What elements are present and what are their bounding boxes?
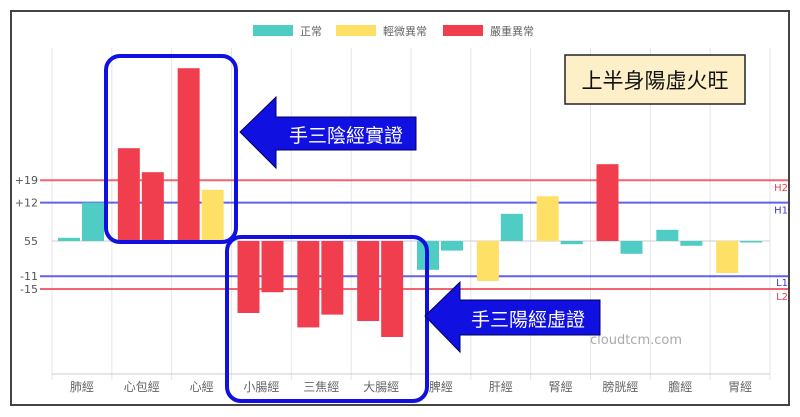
bar-三焦經-1 xyxy=(297,241,320,328)
bar-小腸經-1 xyxy=(237,241,260,313)
reference-label-l1: L1 xyxy=(776,278,788,289)
category-label: 肺經 xyxy=(70,380,94,394)
highlight-box-hand-yin xyxy=(104,54,238,244)
tick-+19: +19 xyxy=(15,174,38,187)
category-label: 肝經 xyxy=(489,380,513,394)
bar-膀胱經-1 xyxy=(596,164,619,241)
category-label: 心包經 xyxy=(124,380,160,394)
tick-baseline: 55 xyxy=(24,235,38,248)
bar-大腸經-1 xyxy=(357,241,380,321)
category-label: 心經 xyxy=(190,380,214,394)
bar-大腸經-2 xyxy=(381,241,404,337)
bar-心經-2 xyxy=(201,189,224,241)
reference-label-h1: H1 xyxy=(774,206,788,217)
bar-腎經-2 xyxy=(560,241,583,245)
category-label: 大腸經 xyxy=(363,380,399,394)
summary-text: 上半身陽虛火旺 xyxy=(582,69,729,93)
summary-box xyxy=(564,54,746,105)
category-label: 脾經 xyxy=(429,379,453,394)
arrow-top-label: 手三陰經實證 xyxy=(289,125,403,147)
arrow-left-icon xyxy=(239,95,417,170)
tick--15: -15 xyxy=(20,283,38,296)
reference-label-l2: L2 xyxy=(776,292,788,303)
legend-label: 嚴重異常 xyxy=(490,24,534,38)
category-label: 三焦經 xyxy=(303,380,339,394)
bar-心經-1 xyxy=(177,68,200,241)
tick--11: -11 xyxy=(20,270,38,283)
bar-膽經-2 xyxy=(680,241,703,246)
category-label: 膀胱經 xyxy=(602,379,638,394)
bar-肺經-2 xyxy=(82,202,104,241)
legend-swatch xyxy=(253,25,293,36)
bar-肝經-1 xyxy=(476,241,499,281)
arrow-left-icon xyxy=(424,280,601,354)
category-label: 胃經 xyxy=(728,380,752,394)
category-label: 腎經 xyxy=(549,380,573,394)
bar-脾經-2 xyxy=(441,241,463,251)
legend-swatch xyxy=(336,25,376,36)
watermark: cloudtcm.com xyxy=(590,333,682,348)
reference-label-h2: H2 xyxy=(774,183,788,194)
bar-腎經-1 xyxy=(536,196,559,241)
highlight-box-hand-yang xyxy=(225,235,429,403)
bar-小腸經-2 xyxy=(261,241,284,293)
bar-肺經-1 xyxy=(58,237,80,241)
legend-label: 正常 xyxy=(300,25,322,38)
legend-swatch xyxy=(443,25,483,36)
bar-肝經-2 xyxy=(500,213,523,241)
arrow-bottom-label: 手三陽經虛證 xyxy=(471,309,585,331)
bar-心包經-1 xyxy=(117,148,140,241)
tick-+12: +12 xyxy=(15,197,38,210)
bar-胃經-1 xyxy=(716,241,739,273)
bar-膀胱經-2 xyxy=(620,241,643,254)
category-label: 膽經 xyxy=(668,379,692,394)
category-label: 小腸經 xyxy=(243,380,279,394)
bar-胃經-2 xyxy=(740,241,763,243)
bar-膽經-1 xyxy=(656,229,679,241)
bar-三焦經-2 xyxy=(321,241,344,315)
legend-label: 輕微異常 xyxy=(383,24,427,38)
bar-心包經-2 xyxy=(141,172,164,241)
